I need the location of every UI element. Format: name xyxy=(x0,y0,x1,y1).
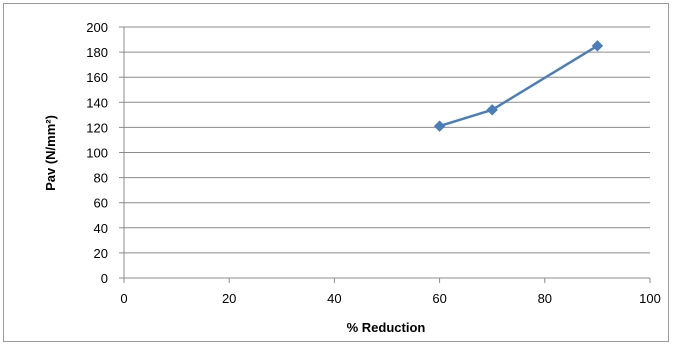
x-tick-label-80: 80 xyxy=(538,291,552,306)
y-tick-label-140: 140 xyxy=(86,95,108,110)
y-tick-label-20: 20 xyxy=(94,246,108,261)
series-group xyxy=(433,40,604,132)
data-point-70 xyxy=(486,104,498,116)
x-ticks: 0 20 40 60 80 100 xyxy=(120,278,661,306)
y-axis-title: Pav (N/mm²) xyxy=(43,115,58,191)
y-tick-label-180: 180 xyxy=(86,45,108,60)
y-tick-label-120: 120 xyxy=(86,120,108,135)
x-tick-label-100: 100 xyxy=(639,291,661,306)
data-point-90 xyxy=(591,40,604,52)
y-tick-label-60: 60 xyxy=(94,196,108,211)
y-tick-label-40: 40 xyxy=(94,221,108,236)
x-tick-label-40: 40 xyxy=(327,291,341,306)
x-axis-title: % Reduction xyxy=(347,320,426,335)
gridlines xyxy=(124,26,650,254)
y-tick-label-100: 100 xyxy=(86,146,108,161)
y-tick-label-200: 200 xyxy=(86,20,108,35)
series-line-0 xyxy=(439,44,599,128)
y-tick-label-160: 160 xyxy=(86,70,108,85)
y-tick-label-0: 0 xyxy=(101,271,108,286)
chart-frame xyxy=(3,3,669,342)
x-tick-label-0: 0 xyxy=(120,291,127,306)
x-tick-label-60: 60 xyxy=(432,291,446,306)
data-point-60 xyxy=(433,120,446,132)
y-tick-label-80: 80 xyxy=(94,171,108,186)
y-ticks: 0 20 40 60 80 100 120 140 160 180 200 xyxy=(86,20,124,286)
x-tick-label-20: 20 xyxy=(222,291,236,306)
